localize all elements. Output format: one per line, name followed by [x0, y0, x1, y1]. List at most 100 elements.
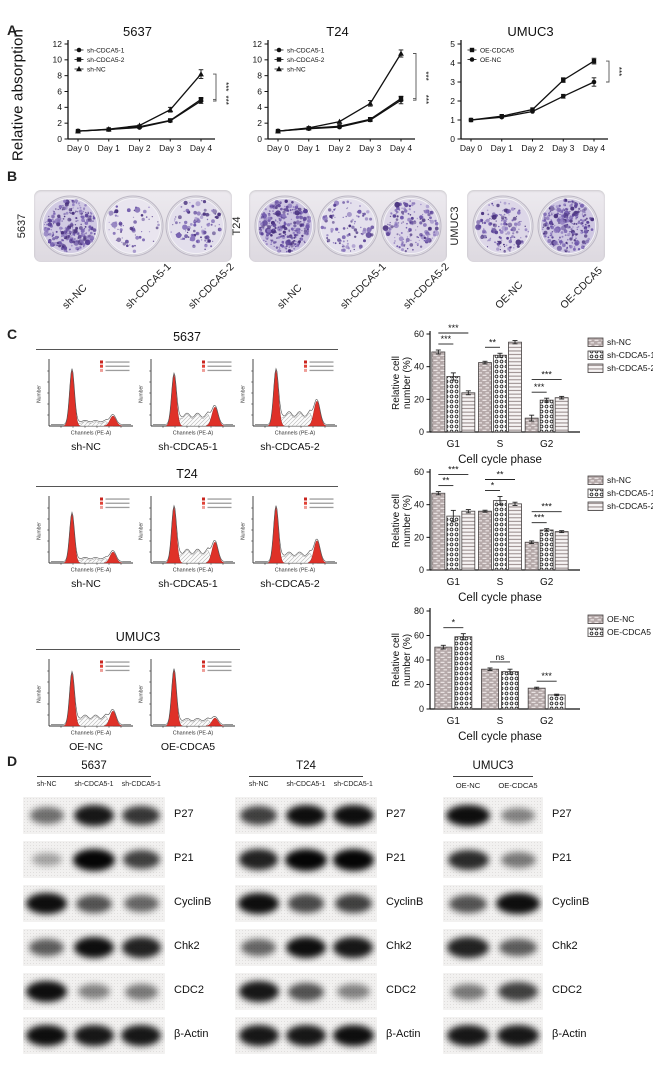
- line-chart-UMUC3: UMUC3 0 1 2 3 4 5 Day 0 Day 1 Day 2 Day 3 Day 4 OE-C…: [427, 24, 632, 171]
- flow-histogram-svg: Number Channels (PE-A): [139, 359, 235, 437]
- wb-band: [332, 804, 374, 827]
- flow-y-axis-label: Number: [37, 685, 43, 703]
- svg-text:80: 80: [414, 606, 424, 616]
- wb-band: [450, 983, 486, 1000]
- x-tick-label: Day 1: [298, 143, 320, 153]
- wb-band: [122, 805, 161, 826]
- legend-entry: sh-CDCA5-2: [87, 57, 125, 64]
- line-chart-T24: T24 0 2 4 6 8 10 12 Day 0 Day 1 Day 2 Day 3 Day 4 sh-…: [234, 24, 439, 171]
- wb-band: [26, 980, 68, 1003]
- svg-text:20: 20: [414, 680, 424, 690]
- wb-band: [287, 894, 325, 913]
- colony-plate-UMUC3: [467, 190, 605, 262]
- x-tick-label: Day 3: [159, 143, 181, 153]
- svg-text:12: 12: [53, 39, 63, 49]
- line-chart-svg-UMUC3: UMUC3 0 1 2 3 4 5 Day 0 Day 1 Day 2 Day 3 Day 4 OE-C…: [450, 24, 623, 153]
- wb-group-title: UMUC3: [472, 760, 514, 772]
- flow-sample-label: OE-CDCA5: [160, 741, 216, 753]
- flow-group-rule: [36, 349, 338, 351]
- wb-blot-5637-CyclinB: [23, 885, 165, 922]
- bar-category-label: G2: [540, 577, 554, 588]
- colony-cellline-label: 5637: [16, 213, 28, 239]
- line-chart-svg-5637: 5637 0 2 4 6 8 10 12 Day 0 Day 1 Day 2 Day 3 Day 4 sh…: [53, 24, 230, 153]
- flow-y-axis-label: Number: [139, 685, 145, 703]
- x-tick-label: Day 0: [267, 143, 289, 153]
- colony-well-label: sh-CDCA5-1: [123, 260, 174, 312]
- wb-blot-UMUC3-CyclinB: [443, 885, 543, 922]
- line-chart-svg-T24: T24 0 2 4 6 8 10 12 Day 0 Day 1 Day 2 Day 3 Day 4 sh-…: [253, 24, 430, 153]
- wb-band: [238, 892, 280, 915]
- panel-label-c: C: [7, 326, 18, 342]
- flow-x-axis-label: Channels (PE-A): [71, 431, 112, 437]
- wb-protein-label: P21: [552, 852, 572, 864]
- flow-x-axis-label: Channels (PE-A): [173, 568, 214, 574]
- wb-blot-T24-CDC2: [235, 973, 377, 1010]
- flow-histogram-svg: Number Channels (PE-A): [37, 496, 133, 574]
- wb-blot-5637-P21: [23, 841, 165, 878]
- flow-histogram-svg: Number Channels (PE-A): [37, 659, 133, 737]
- bar-chart-5637: 0 20 40 60 Relative cellnumber (%) G1 S G2 Cell …: [384, 314, 653, 471]
- wb-band: [122, 850, 161, 869]
- panel-a-y-axis-title: Relative absorption: [9, 28, 27, 162]
- wb-protein-label: CDC2: [552, 984, 582, 996]
- significance-label: **: [489, 337, 497, 347]
- wb-lane-labels: sh-NC sh-CDCA5-1 sh-CDCA5-1: [23, 781, 165, 788]
- bar-legend-entry: sh-CDCA5-1: [607, 350, 653, 360]
- x-tick-label: Day 1: [98, 143, 120, 153]
- svg-text:2: 2: [57, 118, 62, 128]
- svg-text:20: 20: [414, 394, 424, 404]
- svg-text:40: 40: [414, 362, 424, 372]
- wb-protein-label: CyclinB: [552, 896, 590, 908]
- svg-text:0: 0: [419, 427, 424, 437]
- bar-category-label: G2: [540, 439, 554, 450]
- svg-text:60: 60: [414, 329, 424, 339]
- flow-histogram-T24-sh-CDCA5-2: Number Channels (PE-A): [240, 491, 340, 582]
- x-tick-label: Day 2: [128, 143, 150, 153]
- bar-chart-T24: 0 20 40 60 Relative cellnumber (%) G1 S G2 Cell …: [384, 462, 653, 609]
- significance-label: ns: [496, 652, 505, 662]
- significance-label: ***: [221, 96, 230, 105]
- wb-band: [447, 937, 489, 958]
- line-chart-5637: 5637 0 2 4 6 8 10 12 Day 0 Day 1 Day 2 Day 3 Day 4 sh…: [34, 24, 239, 171]
- significance-label: *: [491, 481, 495, 491]
- wb-band: [332, 848, 375, 871]
- wb-lane-label: OE-NC: [455, 781, 481, 790]
- bar-category-label: S: [497, 439, 504, 450]
- wb-band: [446, 804, 490, 827]
- wb-band: [332, 1024, 374, 1047]
- flow-histogram-svg: Number Channels (PE-A): [241, 359, 337, 437]
- flow-group-title: 5637: [173, 330, 201, 344]
- wb-band: [124, 895, 159, 912]
- colony-plate-5637: [34, 190, 232, 262]
- flow-histogram-5637-sh-NC: Number Channels (PE-A): [36, 354, 136, 445]
- flow-sample-label: OE-NC: [69, 741, 103, 753]
- significance-label: ***: [534, 382, 545, 392]
- significance-label: *: [452, 618, 456, 628]
- flow-histogram-svg: Number Channels (PE-A): [37, 359, 133, 437]
- wb-lane-label: sh-CDCA5-1: [286, 781, 326, 788]
- svg-text:8: 8: [57, 70, 62, 80]
- wb-protein-label: P21: [174, 852, 194, 864]
- wb-band: [31, 852, 62, 867]
- wb-group-title: 5637: [81, 760, 107, 772]
- significance-label: ***: [541, 502, 552, 512]
- flow-x-axis-label: Channels (PE-A): [275, 431, 316, 437]
- wb-band: [26, 892, 68, 915]
- significance-label: ***: [441, 334, 452, 344]
- significance-label: ***: [614, 67, 623, 76]
- significance-label: ***: [448, 465, 459, 475]
- chart-title: T24: [326, 24, 348, 39]
- wb-blot-T24-P21: [235, 841, 377, 878]
- flow-x-axis-label: Channels (PE-A): [275, 568, 316, 574]
- wb-band: [73, 805, 115, 826]
- bar-legend-entry: sh-CDCA5-2: [607, 363, 653, 373]
- wb-band: [496, 892, 540, 915]
- wb-protein-label: P27: [386, 808, 406, 820]
- svg-text:6: 6: [257, 86, 262, 96]
- wb-band: [285, 1025, 327, 1046]
- significance-label: ***: [448, 324, 459, 333]
- significance-label: ***: [534, 513, 545, 523]
- wb-band: [285, 936, 327, 959]
- colony-well-label: sh-CDCA5-2: [186, 260, 237, 312]
- bar-legend-entry: OE-CDCA5: [607, 627, 651, 637]
